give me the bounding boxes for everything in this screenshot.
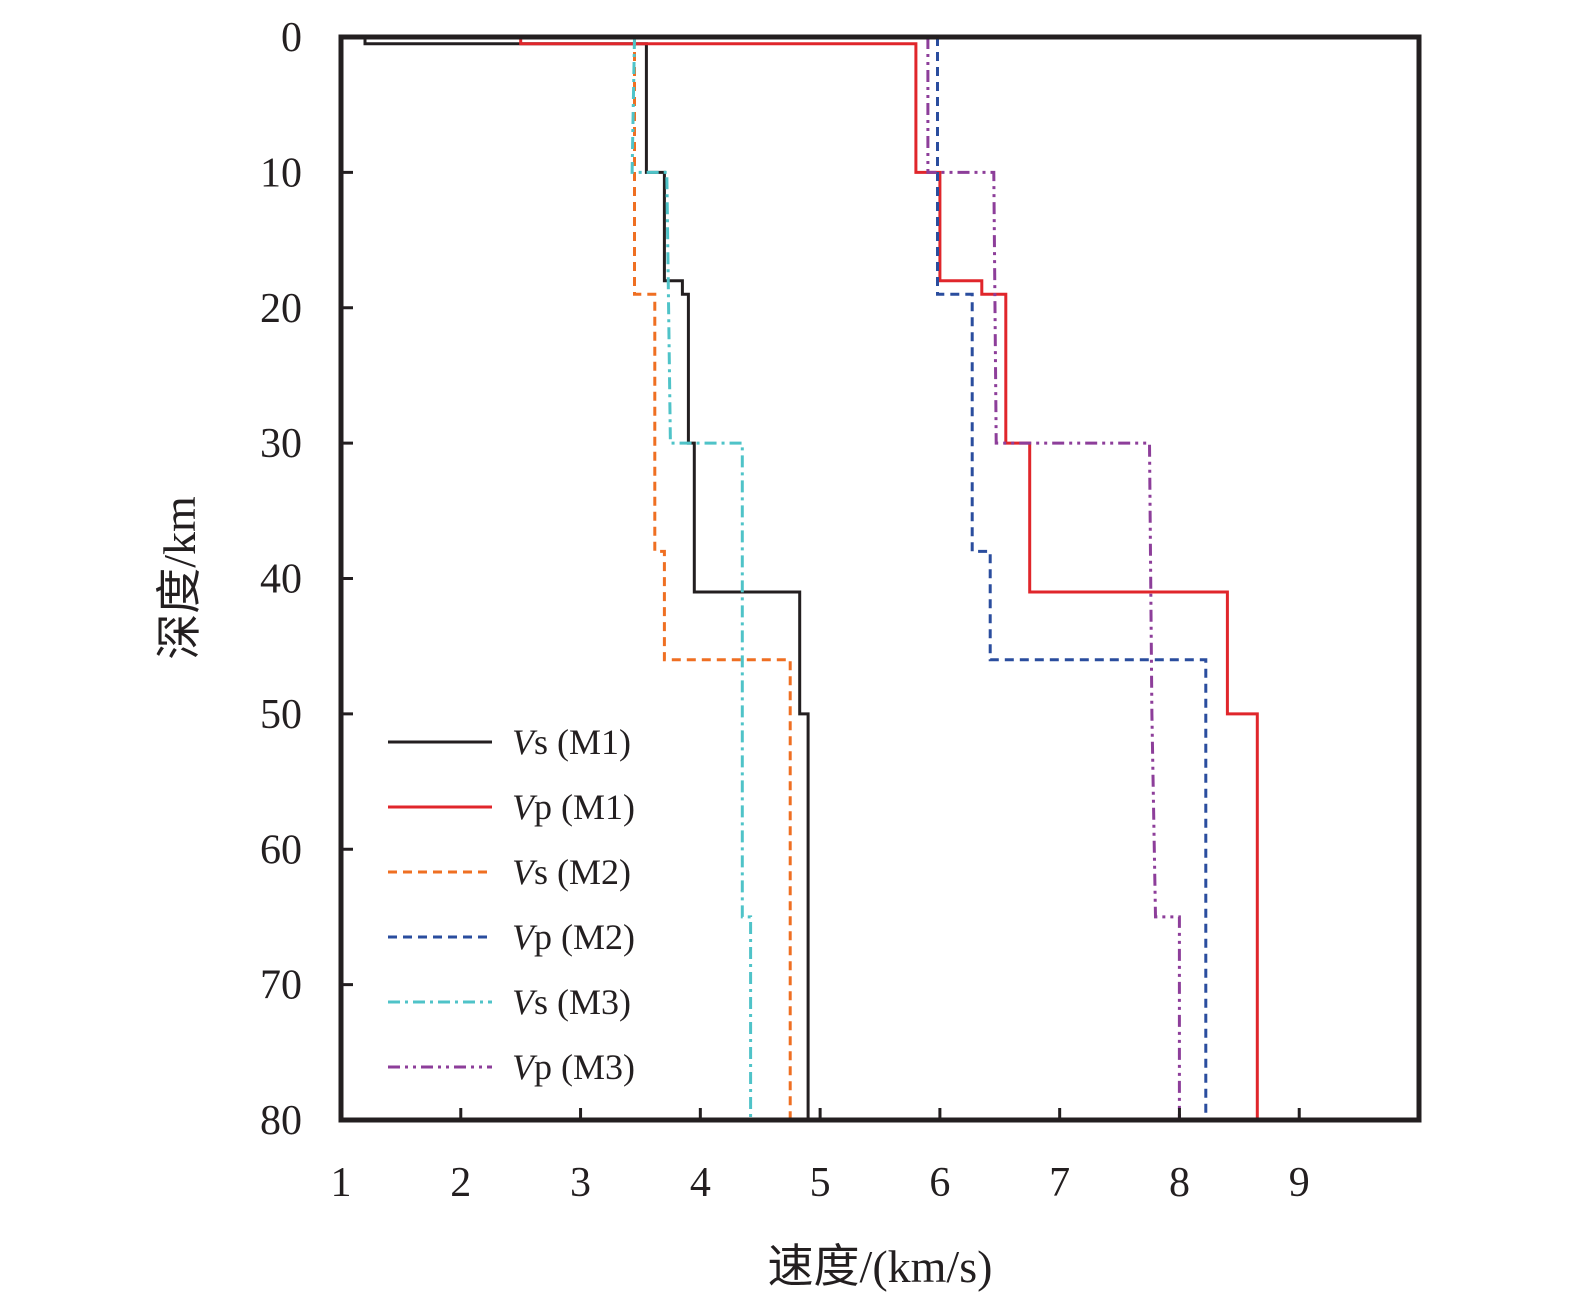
- x-tick-label: 2: [450, 1160, 471, 1206]
- y-tick-label: 20: [260, 286, 302, 332]
- series-line-5: [630, 36, 753, 1120]
- legend-label-2: Vp (M1): [512, 787, 635, 827]
- series-layer: [363, 36, 1259, 1120]
- x-axis-title: 速度/(km/s): [768, 1241, 993, 1292]
- x-tick-label: 9: [1289, 1160, 1310, 1206]
- x-tick-label: 4: [690, 1160, 711, 1206]
- legend-label-5: Vs (M3): [512, 982, 631, 1022]
- y-tick-label: 60: [260, 827, 302, 873]
- x-tick-label: 3: [570, 1160, 591, 1206]
- series-line-3: [633, 37, 792, 1120]
- y-tick-label: 50: [260, 692, 302, 738]
- y-tick-label: 0: [281, 15, 302, 61]
- series-line-2: [519, 37, 1259, 1120]
- legend-label-3: Vs (M2): [512, 852, 631, 892]
- y-tick-label: 70: [260, 963, 302, 1009]
- y-tick-label: 40: [260, 557, 302, 603]
- series-line-4: [936, 37, 1208, 1120]
- legend-label-4: Vp (M2): [512, 917, 635, 957]
- x-tick-label: 1: [331, 1160, 352, 1206]
- series-line-1: [363, 37, 810, 1120]
- tick-layer: 1 2 3 4 5 6 7 8 9 0 10 20 30 40 50 60 70 80: [260, 15, 1310, 1206]
- legend-label-6: Vp (M3): [512, 1047, 635, 1087]
- y-tick-label: 80: [260, 1098, 302, 1144]
- series-line-6: [926, 37, 1181, 1120]
- x-tick-label: 7: [1049, 1160, 1070, 1206]
- x-tick-label: 8: [1169, 1160, 1190, 1206]
- y-tick-label: 30: [260, 421, 302, 467]
- y-axis-title: 深度/km: [154, 496, 205, 660]
- x-tick-label: 5: [810, 1160, 831, 1206]
- x-tick-label: 6: [929, 1160, 950, 1206]
- y-tick-label: 10: [260, 150, 302, 196]
- legend-label-1: Vs (M1): [512, 722, 631, 762]
- legend: Vs (M1) Vp (M1) Vs (M2) Vp (M2) Vs (M3) Vp (M…: [388, 722, 635, 1087]
